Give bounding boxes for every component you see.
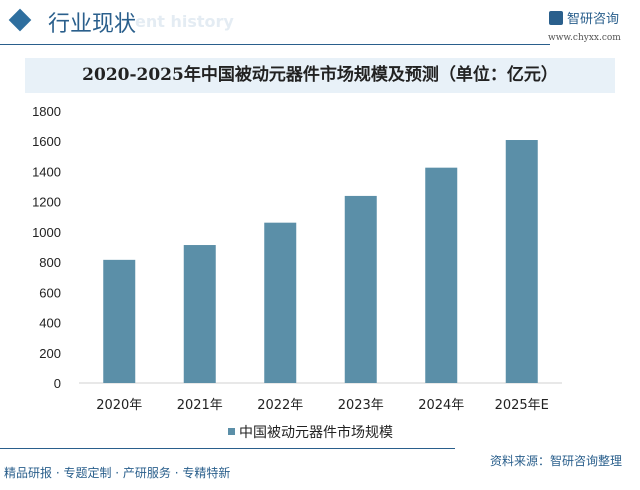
y-tick-label: 1400 [32, 164, 61, 179]
y-tick-label: 1600 [32, 134, 61, 149]
footer-slogan: 精品研报 · 专题定制 · 产研服务 · 专精特新 [4, 466, 231, 480]
x-tick-label: 2022年 [257, 398, 303, 413]
logo: 智研咨询 [549, 8, 619, 27]
bar [264, 222, 297, 383]
x-tick-label: 2020年 [96, 398, 142, 413]
legend-label: 中国被动元器件市场规模 [239, 424, 393, 441]
x-tick-label: 2023年 [338, 398, 384, 413]
y-tick-label: 1000 [32, 225, 61, 240]
logo-url: www.chyxx.com [548, 33, 621, 43]
bar [183, 245, 216, 383]
bar [425, 167, 458, 383]
y-tick-label: 1800 [32, 104, 61, 119]
y-tick-label: 400 [39, 316, 61, 331]
footer-divider [0, 448, 455, 449]
section-title: 行业现状 [48, 12, 137, 37]
legend-swatch [228, 428, 235, 435]
x-tick-label: 2021年 [177, 398, 223, 413]
y-tick-label: 0 [54, 376, 61, 391]
x-tick-label: 2024年 [418, 398, 464, 413]
y-tick-label: 1200 [32, 195, 61, 210]
source-note: 资料来源：智研咨询整理 [490, 454, 623, 468]
y-tick-label: 200 [39, 346, 61, 361]
header-divider [0, 44, 550, 45]
bar [344, 195, 377, 383]
bar [103, 259, 136, 383]
logo-text: 智研咨询 [567, 12, 620, 27]
y-tick-label: 600 [39, 285, 61, 300]
header-ghost-text: ent history [135, 12, 234, 31]
logo-icon [549, 10, 563, 25]
bar [505, 140, 538, 383]
x-tick-label: 2025年E [495, 398, 549, 413]
y-tick-label: 800 [39, 255, 61, 270]
chart-title: 2020-2025年中国被动元器件市场规模及预测（单位：亿元） [25, 58, 615, 93]
